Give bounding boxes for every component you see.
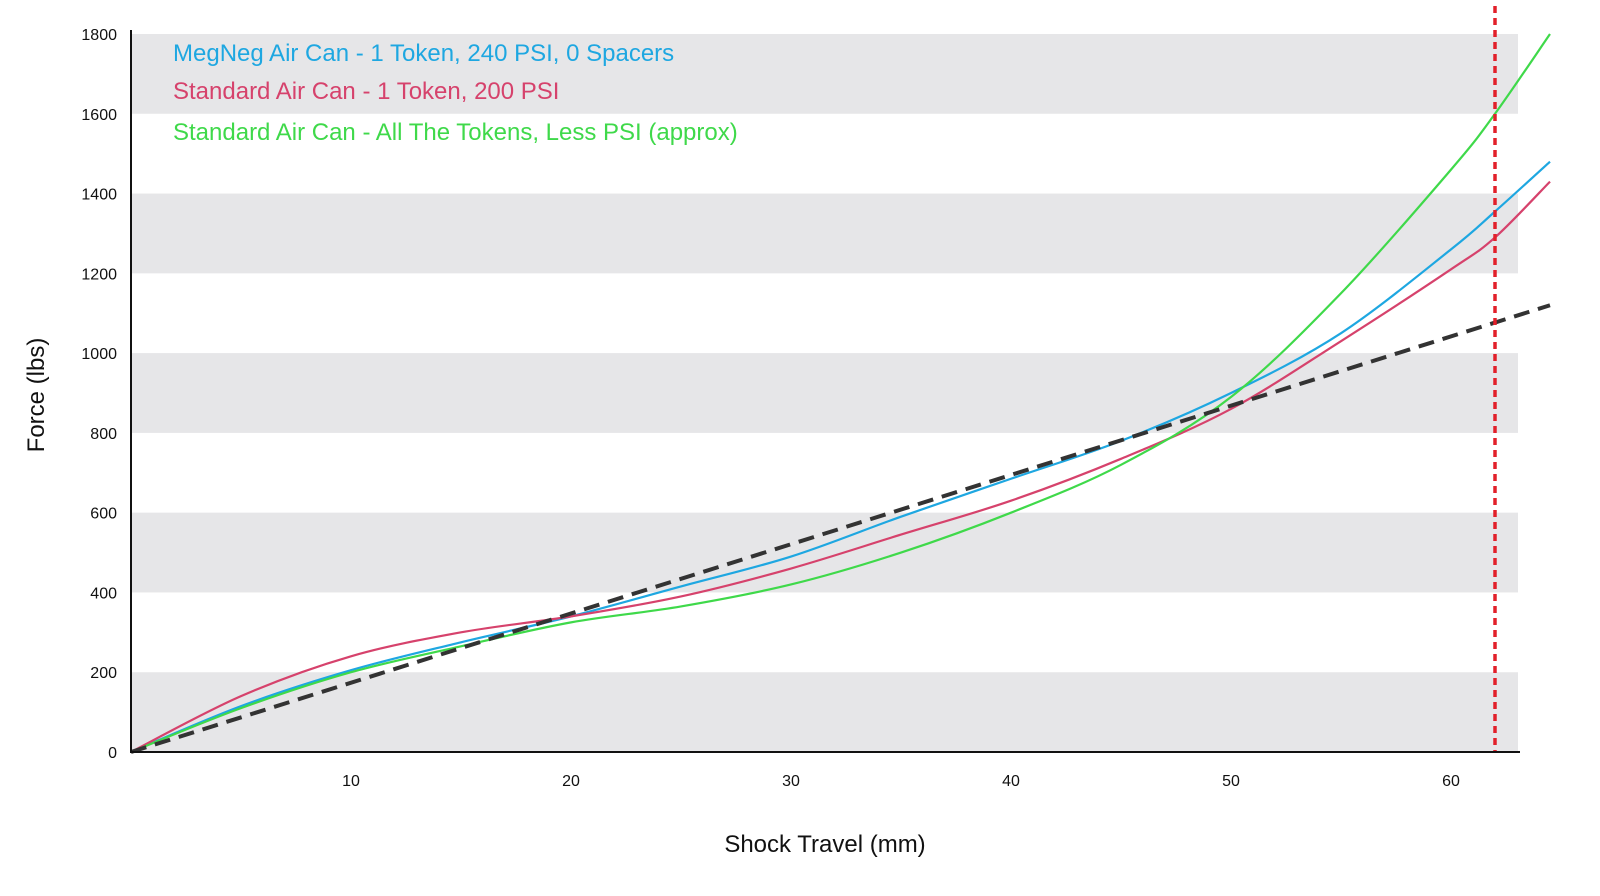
y-axis-label: Force (lbs) [23, 338, 50, 453]
axes [130, 30, 1520, 753]
y-tick-labels: 0 200 400 600 800 1000 1200 1400 1600 1800 [81, 27, 117, 762]
y-tick-label: 1800 [81, 27, 117, 44]
standard-series-line [130, 180, 1551, 753]
x-tick-label: 60 [1442, 773, 1460, 790]
all-tokens-series-line [130, 33, 1551, 754]
y-tick-label: 1600 [81, 107, 117, 124]
legend: MegNeg Air Can - 1 Token, 240 PSI, 0 Spa… [173, 40, 738, 146]
legend-megneg: MegNeg Air Can - 1 Token, 240 PSI, 0 Spa… [173, 40, 674, 67]
y-tick-label: 800 [90, 426, 117, 443]
x-tick-label: 20 [562, 773, 580, 790]
y-tick-label: 1200 [81, 266, 117, 283]
grid-band [131, 672, 1518, 752]
y-tick-label: 1000 [81, 346, 117, 363]
x-tick-label: 10 [342, 773, 360, 790]
x-tick-label: 30 [782, 773, 800, 790]
y-tick-label: 1400 [81, 187, 117, 204]
x-tick-label: 40 [1002, 773, 1020, 790]
megneg-series-line [130, 160, 1551, 754]
grid-bands [131, 34, 1518, 752]
x-tick-labels: 10 20 30 40 50 60 [342, 773, 1460, 790]
grid-band [131, 193, 1518, 274]
linear-reference-line [130, 303, 1551, 754]
x-axis-label: Shock Travel (mm) [724, 831, 925, 858]
grid-band [131, 353, 1518, 433]
legend-all-tokens: Standard Air Can - All The Tokens, Less … [173, 119, 738, 146]
series-lines [130, 6, 1551, 754]
x-tick-label: 50 [1222, 773, 1240, 790]
y-tick-label: 0 [108, 745, 117, 762]
grid-band [131, 34, 1518, 114]
y-tick-label: 600 [90, 506, 117, 523]
legend-standard: Standard Air Can - 1 Token, 200 PSI [173, 78, 559, 105]
y-tick-label: 400 [90, 585, 117, 602]
y-tick-label: 200 [90, 665, 117, 682]
grid-band [131, 512, 1518, 593]
